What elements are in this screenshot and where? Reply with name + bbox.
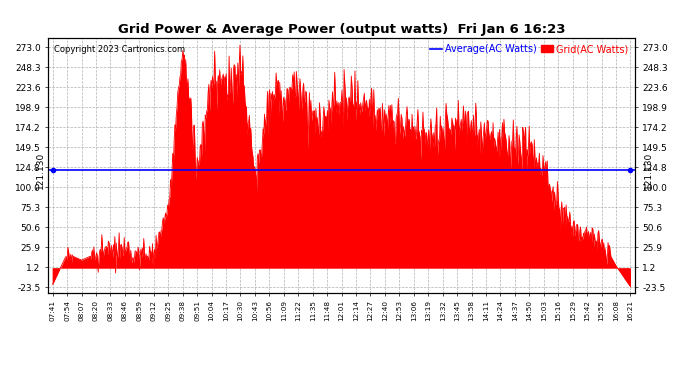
Text: Copyright 2023 Cartronics.com: Copyright 2023 Cartronics.com bbox=[55, 45, 186, 54]
Text: 121.130: 121.130 bbox=[644, 152, 653, 189]
Legend: Average(AC Watts), Grid(AC Watts): Average(AC Watts), Grid(AC Watts) bbox=[428, 42, 630, 56]
Title: Grid Power & Average Power (output watts)  Fri Jan 6 16:23: Grid Power & Average Power (output watts… bbox=[118, 23, 565, 36]
Text: 121.130: 121.130 bbox=[37, 152, 46, 189]
